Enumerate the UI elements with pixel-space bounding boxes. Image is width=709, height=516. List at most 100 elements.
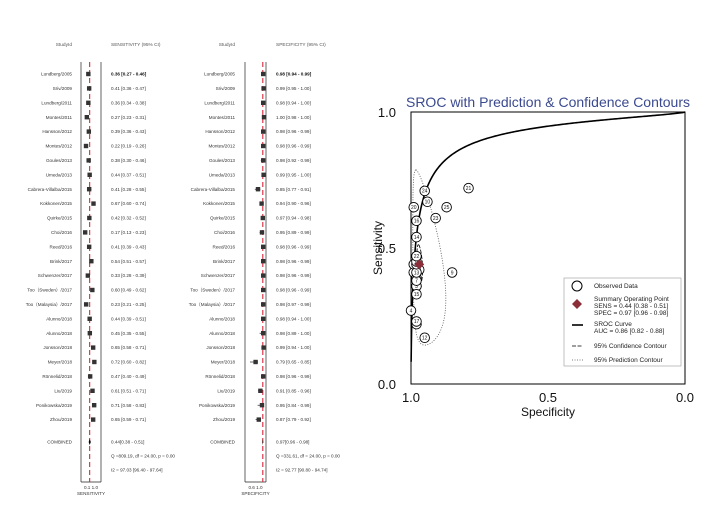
sens-header-stat: SENSITIVITY (95% CI) bbox=[111, 42, 161, 48]
spec-point bbox=[260, 215, 265, 221]
sens-study-label: Umeda/2013 bbox=[46, 172, 73, 177]
observed-point bbox=[411, 250, 422, 262]
x-axis-label: Specificity bbox=[521, 405, 575, 419]
spec-ci-text: 0.79 [0.65 - 0.85] bbox=[276, 360, 311, 365]
sens-ci-text: 0.61 [0.51 - 0.71] bbox=[111, 388, 146, 393]
spec-study-label: Lundberg/2005 bbox=[204, 72, 235, 77]
spec-point bbox=[253, 359, 258, 365]
spec-ci-text: 0.85 [0.77 - 0.91] bbox=[276, 187, 311, 192]
spec-point bbox=[261, 259, 266, 264]
sens-ci-text: 0.67 [0.60 - 0.74] bbox=[111, 201, 146, 206]
sens-point bbox=[86, 129, 92, 134]
observed-point-label: 25 bbox=[444, 205, 450, 211]
spec-ci-text: 0.99 [0.95 - 1.00] bbox=[276, 172, 311, 177]
observed-point-label: 4 bbox=[410, 308, 413, 314]
sroc-plot: SROC with Prediction & Confidence Contou… bbox=[371, 94, 694, 419]
sens-ci-text: 0.65 [0.58 - 0.71] bbox=[111, 345, 146, 350]
sroc-frame bbox=[410, 111, 686, 385]
sens-point bbox=[86, 71, 91, 77]
sens-ci-text: 0.36 [0.27 - 0.46] bbox=[111, 72, 147, 77]
spec-study-label: Liu/2019 bbox=[217, 388, 235, 393]
spec-study-label: Alunno/2018 bbox=[209, 331, 235, 336]
spec-ci-text: 0.98 [0.96 - 0.99] bbox=[276, 259, 311, 264]
spec-point bbox=[261, 158, 266, 163]
sens-i2-text: I2 = 97.03 [96.40 - 97.64] bbox=[111, 468, 162, 473]
legend-summary-spec: SPEC = 0.97 [0.96 - 0.98] bbox=[594, 310, 668, 317]
sens-ci-text: 0.23 [0.21 - 0.25] bbox=[111, 302, 146, 307]
spec-ci-text: 0.87 [0.79 - 0.92] bbox=[276, 417, 311, 422]
sens-point bbox=[83, 143, 89, 149]
sens-study-label: Reed/2016 bbox=[50, 244, 73, 249]
y-tick-05: 0.5 bbox=[378, 241, 396, 256]
spec-study-label: Kokkonen/2015 bbox=[203, 201, 235, 206]
sens-point bbox=[86, 100, 91, 105]
legend-sroc-auc: AUC = 0.86 [0.82 - 0.88] bbox=[594, 328, 664, 335]
spec-ci-text: 0.98 [0.96 - 0.99] bbox=[276, 144, 311, 149]
sens-point bbox=[92, 359, 97, 365]
spec-ci-text: 0.98 [0.96 - 0.99] bbox=[276, 374, 311, 379]
spec-point bbox=[261, 331, 266, 336]
observed-point bbox=[446, 267, 458, 278]
observed-point-label: 24 bbox=[422, 189, 428, 195]
sens-ci-text: 0.27 [0.23 - 0.31] bbox=[111, 115, 146, 120]
spec-study-label: Too（Malaysia）/2017 bbox=[189, 302, 236, 307]
sens-study-label: Quirke/2015 bbox=[47, 216, 72, 221]
observed-point-label: 16 bbox=[414, 219, 420, 225]
y-axis-label: Sensitivity bbox=[371, 221, 385, 275]
sens-combined-diamond bbox=[88, 439, 91, 445]
observed-point-label: 13 bbox=[414, 270, 420, 276]
sens-study-label: Liu/2019 bbox=[54, 388, 72, 393]
sens-point bbox=[86, 187, 92, 192]
sens-ci-text: 0.60 [0.49 - 0.62] bbox=[111, 288, 146, 293]
sens-study-label: Ponikowska/2019 bbox=[36, 403, 72, 408]
sens-study-label: Alunno/2018 bbox=[46, 316, 72, 321]
sens-study-label: Choi/2016 bbox=[51, 230, 72, 235]
sens-point bbox=[87, 331, 93, 336]
sensitivity-forest-plot: StudyId SENSITIVITY (95% CI) Lundberg/20… bbox=[26, 42, 176, 496]
spec-ci-text: 0.97 [0.94 - 0.98] bbox=[276, 216, 311, 221]
spec-study-label: Cabrera-Villalba/2015 bbox=[191, 187, 236, 192]
spec-point bbox=[261, 143, 266, 149]
observed-point bbox=[430, 212, 441, 224]
sens-study-label: Alunno/2018 bbox=[46, 331, 72, 336]
sens-study-label: Hansson/2012 bbox=[42, 129, 72, 134]
spec-ci-text: 0.98 [0.94 - 1.00] bbox=[276, 316, 311, 321]
sens-study-label: Sriv/2009 bbox=[53, 86, 73, 91]
spec-combined-diamond bbox=[262, 439, 264, 445]
spec-point bbox=[261, 374, 266, 379]
sens-ci-text: 0.45 [0.35 - 0.55] bbox=[111, 331, 146, 336]
spec-combined-text: 0.97[0.96 - 0.98] bbox=[276, 440, 309, 445]
observed-point bbox=[411, 316, 422, 327]
spec-point bbox=[256, 417, 261, 422]
x-tick-0: 0.0 bbox=[676, 390, 694, 405]
spec-point bbox=[259, 201, 264, 206]
spec-ci-text: 0.98 [0.96 - 0.99] bbox=[276, 273, 311, 278]
summary-point bbox=[414, 259, 425, 270]
spec-point bbox=[261, 129, 266, 134]
sens-study-label: Kokkonen/2015 bbox=[40, 201, 72, 206]
spec-ci-text: 0.91 [0.85 - 0.96] bbox=[276, 388, 311, 393]
spec-ci-text: 0.98 [0.96 - 0.99] bbox=[276, 129, 311, 134]
observed-point bbox=[411, 231, 422, 243]
spec-study-label: Ponikowska/2019 bbox=[199, 403, 235, 408]
legend-observed-marker bbox=[571, 280, 583, 292]
spec-point bbox=[261, 302, 266, 307]
spec-point bbox=[261, 100, 266, 105]
sroc-title: SROC with Prediction & Confidence Contou… bbox=[406, 94, 690, 110]
spec-point bbox=[259, 403, 265, 408]
legend-conf-label: 95% Confidence Contour bbox=[594, 343, 667, 350]
spec-study-label: Sriv/2009 bbox=[216, 86, 236, 91]
sens-point bbox=[90, 287, 95, 293]
sens-study-label: Zhou/2019 bbox=[50, 417, 72, 422]
x-tick-05: 0.5 bbox=[539, 390, 557, 405]
sens-point bbox=[90, 417, 96, 422]
legend-observed-label: Observed Data bbox=[594, 283, 638, 290]
spec-point bbox=[261, 86, 266, 91]
sens-point bbox=[86, 158, 91, 163]
legend-box bbox=[563, 277, 682, 367]
sens-point bbox=[90, 345, 96, 350]
sens-ci-text: 0.44 [0.39 - 0.51] bbox=[111, 316, 146, 321]
sens-axis-label: SENSITIVITY bbox=[77, 491, 105, 496]
sens-study-label: Montes/2011 bbox=[46, 115, 73, 120]
